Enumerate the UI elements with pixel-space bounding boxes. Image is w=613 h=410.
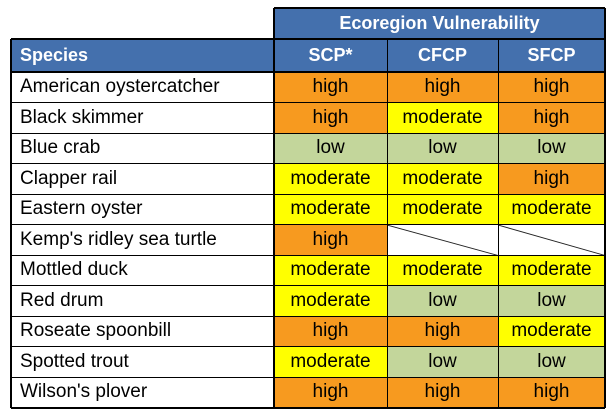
vulnerability-cell: high [387,377,498,408]
grid-line [274,7,605,9]
vulnerability-cell: moderate [387,194,498,225]
not-applicable-cell [387,224,498,255]
vulnerability-cell: high [498,163,605,194]
grid-line [11,254,605,256]
vulnerability-cell: low [387,285,498,316]
vulnerability-cell: low [498,133,605,164]
column-header-cfcp: CFCP [387,39,498,72]
vulnerability-cell: moderate [498,255,605,286]
grid-line [11,376,605,378]
grid-line [10,39,12,408]
vulnerability-cell: low [387,133,498,164]
species-name: Kemp's ridley sea turtle [20,228,217,250]
grid-line [11,71,605,73]
grid-line [11,102,605,103]
grid-line [497,39,499,408]
vulnerability-cell: high [274,224,387,255]
vulnerability-cell: moderate [387,163,498,194]
vulnerability-cell: high [498,72,605,103]
vulnerability-cell: moderate [274,346,387,377]
vulnerability-cell: moderate [274,285,387,316]
ecoregion-group-header: Ecoregion Vulnerability [274,8,605,39]
vulnerability-cell: high [387,72,498,103]
grid-line [11,38,605,40]
vulnerability-cell: high [387,316,498,347]
vulnerability-cell: moderate [387,255,498,286]
species-name: American oystercatcher [20,76,220,98]
vulnerability-cell: moderate [274,163,387,194]
vulnerability-cell: moderate [274,194,387,225]
grid-line [11,224,605,225]
vulnerability-cell: high [498,102,605,133]
grid-line [11,285,605,286]
species-name: Roseate spoonbill [20,320,172,342]
grid-line [273,8,275,408]
vulnerability-cell: low [274,133,387,164]
vulnerability-cell: high [274,102,387,133]
vulnerability-cell: low [498,285,605,316]
species-name: Clapper rail [20,167,118,189]
grid-line [11,346,605,347]
vulnerability-cell: moderate [498,194,605,225]
species-name: Blue crab [20,137,101,159]
grid-line [11,132,605,134]
species-column-header: Species [11,39,274,72]
column-header-sfcp: SFCP [498,39,605,72]
vulnerability-cell: moderate [274,255,387,286]
species-name: Eastern oyster [20,198,143,220]
vulnerability-cell: low [387,346,498,377]
species-name: Black skimmer [20,106,144,128]
vulnerability-cell: high [498,377,605,408]
diagonal-slash [498,224,605,255]
vulnerability-cell: moderate [498,316,605,347]
vulnerability-cell: high [274,72,387,103]
diagonal-slash [387,224,498,255]
grid-line [11,193,605,195]
vulnerability-cell: low [498,346,605,377]
grid-line [604,8,606,408]
grid-line [386,39,388,408]
species-name: Mottled duck [20,259,128,281]
vulnerability-cell: high [274,316,387,347]
grid-line [11,163,605,164]
grid-line [11,406,605,409]
species-name: Wilson's plover [20,381,148,403]
species-name: Spotted trout [20,350,129,372]
vulnerability-cell: high [274,377,387,408]
not-applicable-cell [498,224,605,255]
species-name: Red drum [20,289,104,311]
vulnerability-cell: moderate [387,102,498,133]
grid-line [11,315,605,317]
column-header-scp: SCP* [274,39,387,72]
